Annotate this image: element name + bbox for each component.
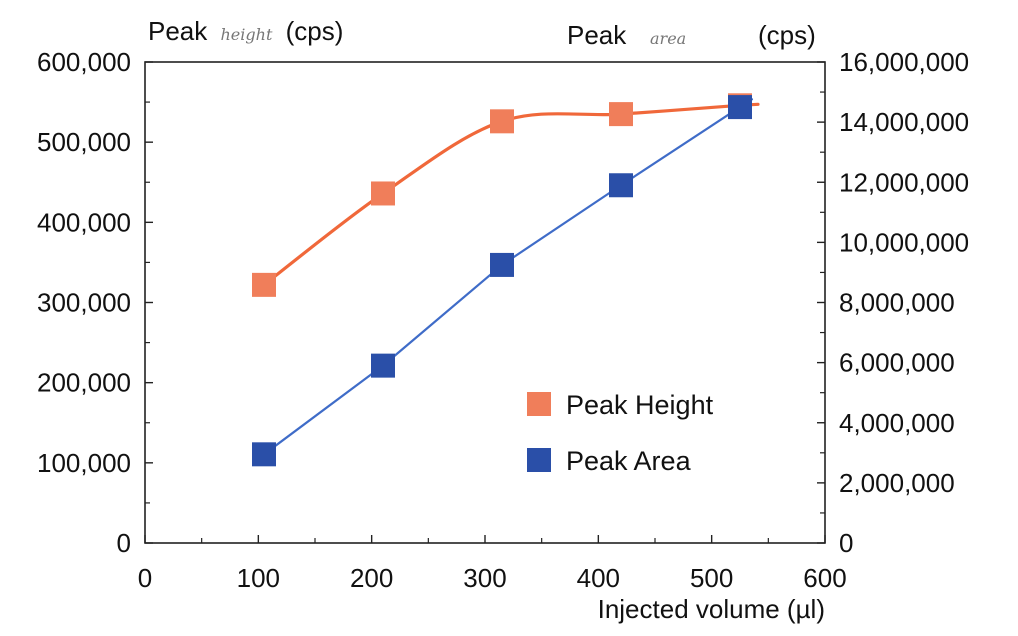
right-axis-title-prefix: Peak [567,20,627,50]
x-axis-title: Injected volume (µl) [598,594,825,624]
x-axis: 0 100 200 300 400 500 600 [138,535,847,593]
left-y-tick-label: 200,000 [37,368,131,398]
right-axis-title-handwritten: area [650,29,686,48]
legend-label-peak-height: Peak Height [566,390,714,420]
x-tick-label: 300 [463,563,506,593]
right-y-tick-label: 8,000,000 [839,288,955,318]
left-y-tick-label: 600,000 [37,47,131,77]
right-y-tick-label: 6,000,000 [839,348,955,378]
data-point-peak-area [252,442,276,467]
series-layer [252,93,760,467]
right-y-tick-label: 16,000,000 [839,47,969,77]
x-tick-label: 0 [138,563,152,593]
right-y-tick-label: 14,000,000 [839,107,969,137]
x-tick-label: 100 [237,563,280,593]
right-y-tick-label: 2,000,000 [839,468,955,498]
left-axis-title-prefix: Peak [148,16,208,46]
legend-item-peak-height: Peak Height [527,390,714,420]
left-y-tick-label: 500,000 [37,127,131,157]
legend-swatch-peak-height [527,392,551,416]
legend: Peak Height Peak Area [527,390,714,476]
data-point-peak-height [609,102,633,127]
x-tick-label: 200 [350,563,393,593]
plot-frame [144,61,826,544]
right-y-tick-label: 12,000,000 [839,167,969,197]
right-y-tick-label: 10,000,000 [839,227,969,257]
plot-area [144,61,826,544]
right-y-axis: 0 2,000,000 4,000,000 6,000,000 8,000,000 10,… [817,47,969,558]
data-point-peak-area [490,252,514,277]
x-tick-label: 500 [690,563,733,593]
svg-text:Peak height (cps): Peak height (cps) [148,16,343,46]
left-y-axis: 0 100,000 200,000 300,000 400,000 500,000 600,… [37,47,153,558]
right-axis-title: Peak area (cps) [567,20,816,50]
left-axis-title-handwritten: height [221,25,273,44]
x-tick-label: 600 [803,563,846,593]
data-point-peak-area [728,95,752,120]
data-point-peak-height [371,181,395,206]
data-point-peak-height [252,272,276,297]
left-axis-title: Peak height (cps) [148,16,343,46]
legend-swatch-peak-area [527,448,551,472]
right-y-tick-label: 4,000,000 [839,408,955,438]
left-axis-title-unit: (cps) [286,16,344,46]
legend-label-peak-area: Peak Area [566,446,692,476]
right-y-tick-label: 0 [839,528,853,558]
data-point-peak-height [490,109,514,134]
left-y-tick-label: 0 [117,528,131,558]
series-markers [252,93,752,467]
left-y-tick-label: 400,000 [37,207,131,237]
data-point-peak-area [371,353,395,378]
left-y-tick-label: 300,000 [37,288,131,318]
x-tick-label: 400 [577,563,620,593]
data-point-peak-area [609,173,633,198]
right-axis-title-unit: (cps) [758,20,816,50]
legend-item-peak-area: Peak Area [527,446,692,476]
left-y-tick-label: 100,000 [37,448,131,478]
